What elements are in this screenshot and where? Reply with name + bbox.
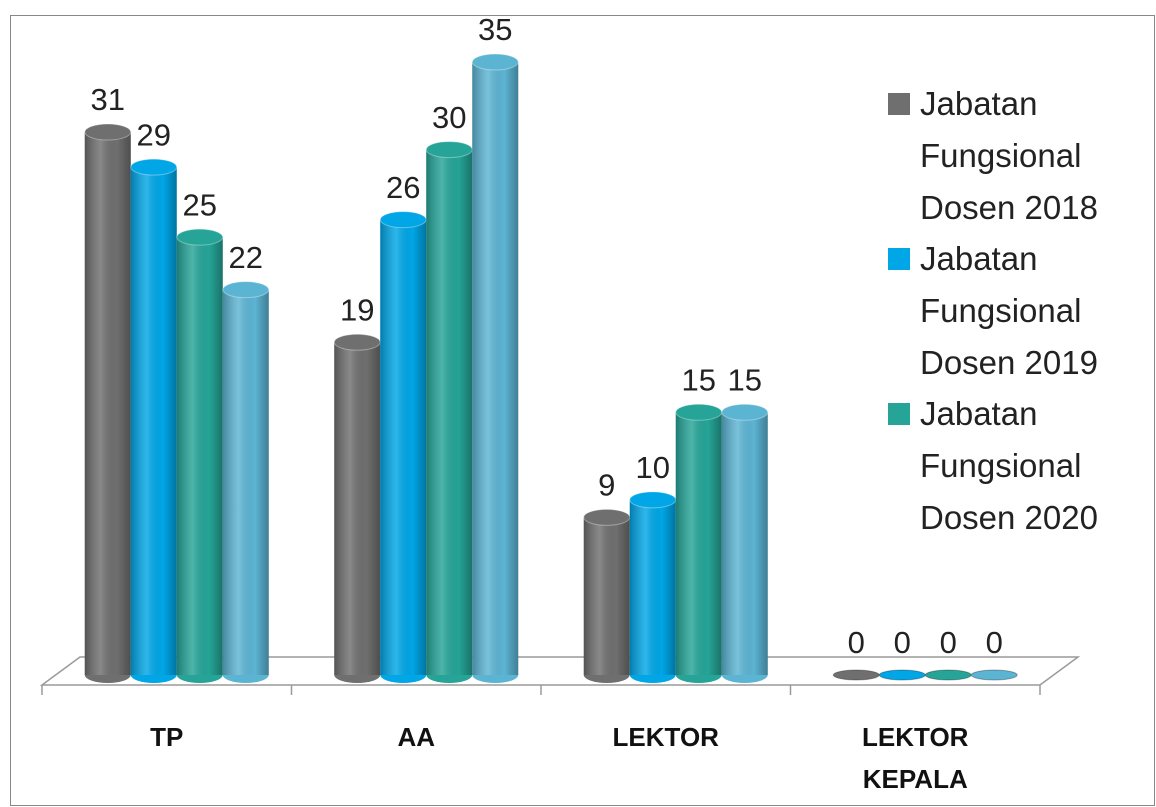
data-label: 9 [598, 468, 615, 503]
bar-shade [472, 62, 519, 675]
bar [970, 669, 1018, 681]
x-tick-label: LEKTOR KEPALA [862, 722, 969, 794]
legend-swatch [888, 248, 910, 270]
data-label: 15 [728, 362, 762, 397]
data-label: 29 [137, 117, 171, 152]
data-label: 19 [340, 292, 374, 327]
bar-shade [84, 132, 131, 676]
cylinder-cap [583, 508, 631, 526]
x-tick-label: AA [397, 722, 436, 752]
cylinder-cap [130, 158, 178, 176]
data-label: 0 [894, 625, 911, 660]
cylinder-cap [425, 141, 473, 159]
bar-shade [222, 289, 269, 675]
x-tick-label: LEKTOR [612, 722, 719, 752]
bar [924, 669, 972, 681]
data-label: 0 [940, 625, 957, 660]
bar-shade [426, 149, 473, 676]
bar-shade [130, 167, 177, 676]
cylinder-cap [675, 403, 723, 421]
cylinder-cap [471, 53, 519, 71]
data-label: 25 [183, 187, 217, 222]
x-tick-label: TP [150, 722, 184, 752]
data-label: 31 [91, 82, 125, 117]
data-label: 15 [682, 362, 716, 397]
floor [39, 656, 1081, 686]
data-label: 26 [386, 170, 420, 205]
data-label: 10 [636, 450, 670, 485]
cylinder-cap [721, 403, 769, 421]
bar-shade [721, 412, 768, 675]
bar-shade [334, 342, 381, 675]
cylinder-cap [222, 281, 270, 299]
cylinder-cap [333, 333, 381, 351]
data-label: 22 [229, 240, 263, 275]
cylinder-cap [176, 228, 224, 246]
data-label: 30 [432, 100, 466, 135]
legend-label: Jabatan Fungsional Dosen 2018 [920, 85, 1098, 226]
bar-shade [583, 517, 630, 675]
bar-shade [380, 219, 427, 675]
legend-label: Jabatan Fungsional Dosen 2020 [920, 395, 1098, 536]
chart-border [10, 15, 1155, 806]
data-label: 0 [848, 625, 865, 660]
cylinder-cap [629, 491, 677, 509]
bar-shade [675, 412, 722, 675]
cylinder-cap [379, 211, 427, 229]
bar [832, 669, 880, 681]
legend-swatch [888, 403, 910, 425]
data-label: 0 [986, 625, 1003, 660]
bar-shade [176, 237, 223, 675]
bar-shade [629, 499, 676, 675]
legend-label: Jabatan Fungsional Dosen 2019 [920, 240, 1098, 381]
cylinder-cap [84, 123, 132, 141]
data-label: 35 [478, 12, 512, 47]
legend-swatch [888, 93, 910, 115]
bar [878, 669, 926, 681]
